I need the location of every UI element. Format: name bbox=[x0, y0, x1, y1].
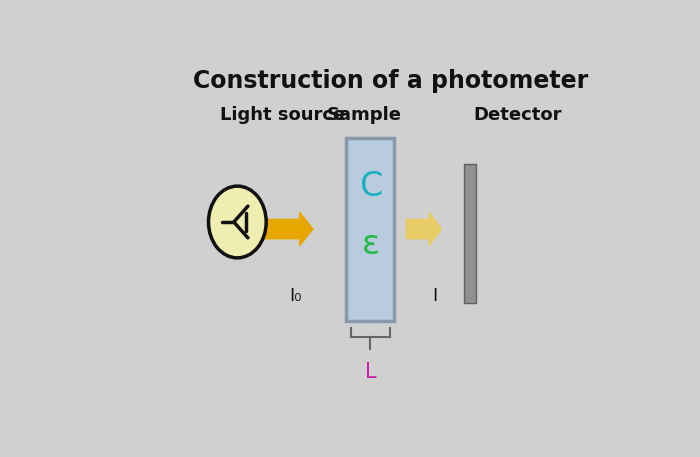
Ellipse shape bbox=[211, 189, 264, 255]
Ellipse shape bbox=[207, 185, 267, 259]
Text: I: I bbox=[432, 287, 437, 305]
Text: Construction of a photometer: Construction of a photometer bbox=[193, 69, 589, 93]
Bar bbox=[210, 210, 223, 234]
Text: ε: ε bbox=[362, 228, 380, 261]
Text: I₀: I₀ bbox=[289, 287, 302, 305]
Bar bbox=[464, 164, 475, 303]
Text: C: C bbox=[359, 170, 383, 203]
Text: Sample: Sample bbox=[326, 106, 402, 124]
Bar bbox=[213, 215, 220, 230]
Text: Light source: Light source bbox=[220, 106, 345, 124]
Text: L: L bbox=[365, 361, 377, 382]
FancyArrow shape bbox=[406, 213, 442, 246]
Text: Detector: Detector bbox=[473, 106, 561, 124]
FancyArrow shape bbox=[265, 213, 313, 246]
Bar bbox=[346, 138, 394, 320]
